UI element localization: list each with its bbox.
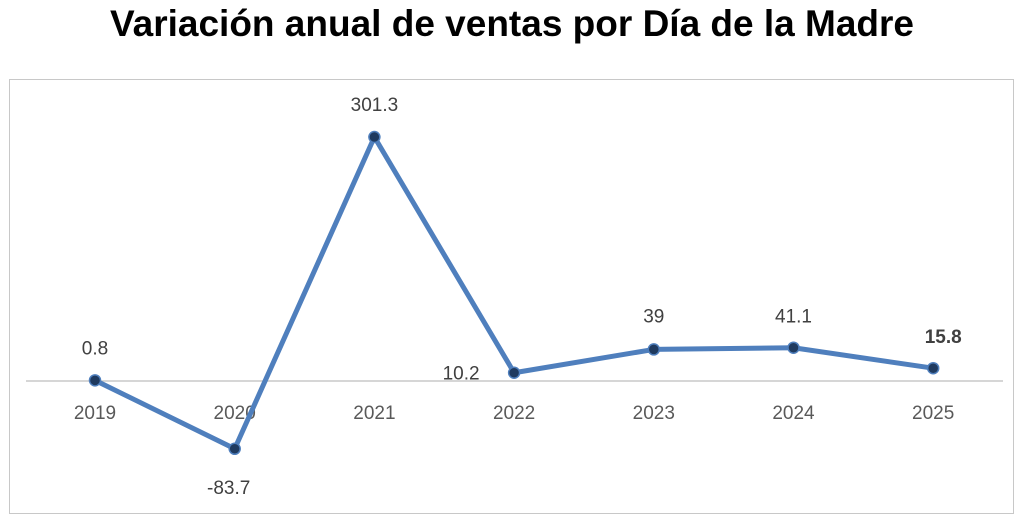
x-tick-label: 2019 <box>74 403 116 424</box>
data-point-marker <box>787 341 800 354</box>
data-point-marker <box>507 366 521 379</box>
data-label: 15.8 <box>925 327 962 348</box>
chart-title: Variación anual de ventas por Día de la … <box>109 3 914 44</box>
data-label: 0.8 <box>82 338 108 359</box>
series-line <box>92 134 936 452</box>
x-tick-label: 2022 <box>493 403 535 424</box>
data-point-marker <box>647 343 661 356</box>
plot-area-frame <box>9 79 1014 514</box>
data-point-marker <box>368 130 381 144</box>
data-label: 39 <box>643 306 664 327</box>
data-point-marker <box>88 374 102 387</box>
data-label: 41.1 <box>775 307 812 328</box>
data-label: 10.2 <box>443 364 480 385</box>
data-label: 301.3 <box>351 95 399 116</box>
data-label: -83.7 <box>207 478 250 499</box>
x-tick-label: 2020 <box>214 403 256 424</box>
data-point-marker <box>926 361 940 375</box>
x-tick-label: 2025 <box>912 403 954 424</box>
x-tick-label: 2023 <box>633 403 675 424</box>
data-point-marker <box>228 442 241 456</box>
x-tick-label: 2021 <box>353 403 395 424</box>
x-tick-label: 2024 <box>772 403 815 424</box>
